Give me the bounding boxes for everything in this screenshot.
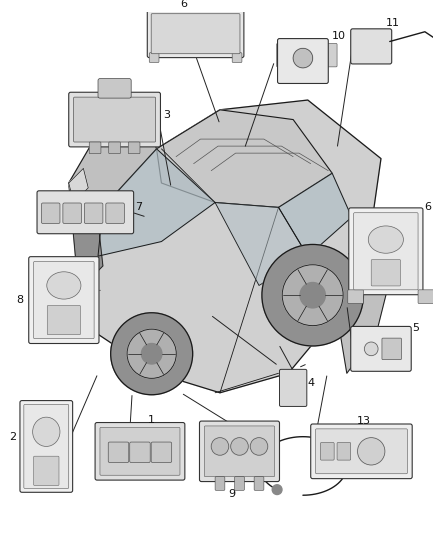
FancyBboxPatch shape xyxy=(351,326,411,372)
FancyBboxPatch shape xyxy=(34,456,59,486)
FancyBboxPatch shape xyxy=(63,203,81,223)
Circle shape xyxy=(364,342,378,356)
Polygon shape xyxy=(69,168,88,203)
FancyBboxPatch shape xyxy=(106,203,124,223)
Text: 3: 3 xyxy=(163,110,170,120)
FancyBboxPatch shape xyxy=(276,44,290,67)
FancyBboxPatch shape xyxy=(98,78,131,98)
Polygon shape xyxy=(215,203,308,286)
Circle shape xyxy=(293,49,313,68)
FancyBboxPatch shape xyxy=(34,262,94,338)
FancyBboxPatch shape xyxy=(37,191,134,234)
FancyBboxPatch shape xyxy=(254,477,264,490)
FancyBboxPatch shape xyxy=(205,426,275,477)
Text: 6: 6 xyxy=(424,202,431,212)
Text: 9: 9 xyxy=(228,489,235,499)
Polygon shape xyxy=(337,227,391,373)
Circle shape xyxy=(127,329,176,378)
FancyBboxPatch shape xyxy=(337,442,351,460)
FancyBboxPatch shape xyxy=(321,442,334,460)
Text: 10: 10 xyxy=(332,31,346,41)
Text: 2: 2 xyxy=(9,432,16,442)
Circle shape xyxy=(111,313,193,395)
FancyBboxPatch shape xyxy=(323,44,337,67)
FancyBboxPatch shape xyxy=(24,405,69,488)
FancyBboxPatch shape xyxy=(151,14,240,54)
Ellipse shape xyxy=(368,226,403,253)
FancyBboxPatch shape xyxy=(232,53,242,62)
Polygon shape xyxy=(69,110,156,266)
FancyBboxPatch shape xyxy=(130,442,150,463)
Ellipse shape xyxy=(47,272,81,299)
FancyBboxPatch shape xyxy=(100,427,180,475)
FancyBboxPatch shape xyxy=(20,401,73,492)
Text: 5: 5 xyxy=(412,324,419,333)
Polygon shape xyxy=(69,183,103,290)
Text: 6: 6 xyxy=(180,0,187,9)
FancyBboxPatch shape xyxy=(348,290,364,303)
FancyBboxPatch shape xyxy=(215,477,225,490)
Text: 8: 8 xyxy=(16,295,23,305)
Circle shape xyxy=(141,343,162,364)
Circle shape xyxy=(250,438,268,455)
Circle shape xyxy=(211,438,229,455)
FancyBboxPatch shape xyxy=(382,338,402,360)
FancyBboxPatch shape xyxy=(278,38,328,84)
Polygon shape xyxy=(98,149,215,256)
Circle shape xyxy=(357,438,385,465)
FancyBboxPatch shape xyxy=(85,203,103,223)
FancyBboxPatch shape xyxy=(108,442,129,463)
FancyBboxPatch shape xyxy=(74,97,155,142)
FancyBboxPatch shape xyxy=(147,10,244,58)
Polygon shape xyxy=(156,110,332,207)
FancyBboxPatch shape xyxy=(199,421,279,482)
FancyBboxPatch shape xyxy=(29,257,99,343)
FancyBboxPatch shape xyxy=(235,477,244,490)
FancyBboxPatch shape xyxy=(279,369,307,407)
Text: 4: 4 xyxy=(308,378,315,388)
FancyBboxPatch shape xyxy=(47,305,81,335)
FancyBboxPatch shape xyxy=(95,423,185,480)
FancyBboxPatch shape xyxy=(371,260,400,286)
FancyBboxPatch shape xyxy=(128,142,140,154)
FancyBboxPatch shape xyxy=(349,208,423,295)
Ellipse shape xyxy=(33,417,60,447)
Circle shape xyxy=(282,265,343,326)
Text: 11: 11 xyxy=(386,18,400,28)
FancyBboxPatch shape xyxy=(89,142,101,154)
FancyBboxPatch shape xyxy=(151,442,172,463)
Circle shape xyxy=(231,438,248,455)
FancyBboxPatch shape xyxy=(109,142,120,154)
FancyBboxPatch shape xyxy=(311,424,412,479)
FancyBboxPatch shape xyxy=(149,53,159,62)
Circle shape xyxy=(300,282,325,308)
Polygon shape xyxy=(279,173,352,256)
Circle shape xyxy=(262,245,364,346)
FancyBboxPatch shape xyxy=(351,29,392,64)
Text: 1: 1 xyxy=(148,415,155,425)
Polygon shape xyxy=(83,100,381,393)
Circle shape xyxy=(272,484,282,495)
Text: 7: 7 xyxy=(134,203,142,212)
FancyBboxPatch shape xyxy=(42,203,60,223)
FancyBboxPatch shape xyxy=(353,213,418,290)
FancyBboxPatch shape xyxy=(418,290,434,303)
FancyBboxPatch shape xyxy=(69,92,160,147)
FancyBboxPatch shape xyxy=(316,429,407,474)
Text: 13: 13 xyxy=(357,416,371,426)
